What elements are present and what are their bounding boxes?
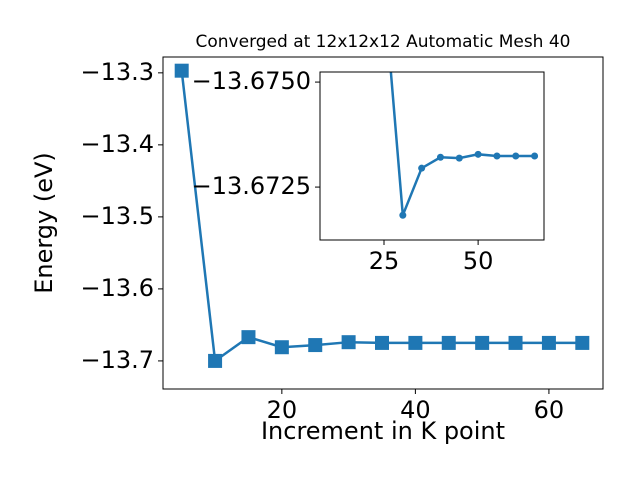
- x-tick-label: 40: [400, 396, 431, 424]
- marker: [474, 150, 482, 158]
- marker: [475, 335, 490, 350]
- x-axis-label: Increment in K point: [261, 417, 505, 445]
- marker: [341, 335, 356, 350]
- plot-area: [174, 63, 590, 368]
- y-tick-label: −13.6750: [192, 67, 311, 95]
- x-tick-label: 60: [534, 396, 565, 424]
- marker: [512, 152, 520, 160]
- chart-title: Converged at 12x12x12 Automatic Mesh 40: [196, 32, 571, 52]
- marker: [541, 335, 556, 350]
- y-tick-label: −13.6: [80, 274, 154, 302]
- marker: [531, 152, 539, 160]
- marker: [374, 335, 389, 350]
- y-tick-label: −13.7: [80, 346, 154, 374]
- marker: [308, 338, 323, 353]
- x-tick-label: 20: [267, 396, 298, 424]
- y-axis-label: Energy (eV): [30, 152, 58, 294]
- marker: [436, 153, 444, 161]
- marker: [408, 335, 423, 350]
- marker: [274, 340, 289, 355]
- y-tick-label: −13.4: [80, 130, 154, 158]
- marker: [418, 164, 426, 172]
- y-tick-label: −13.3: [80, 58, 154, 86]
- marker: [441, 335, 456, 350]
- marker: [399, 211, 407, 219]
- marker: [493, 152, 501, 160]
- plot-area: [389, 72, 539, 219]
- marker: [575, 335, 590, 350]
- marker: [241, 330, 256, 345]
- axes-frame: [162, 56, 604, 390]
- marker: [455, 154, 463, 162]
- marker: [208, 353, 223, 368]
- x-tick-label: 50: [463, 247, 494, 275]
- x-tick-label: 25: [369, 247, 400, 275]
- marker: [174, 63, 189, 78]
- marker: [508, 335, 523, 350]
- y-tick-label: −13.6725: [192, 172, 311, 200]
- axes-frame: [319, 71, 545, 241]
- y-tick-label: −13.5: [80, 202, 154, 230]
